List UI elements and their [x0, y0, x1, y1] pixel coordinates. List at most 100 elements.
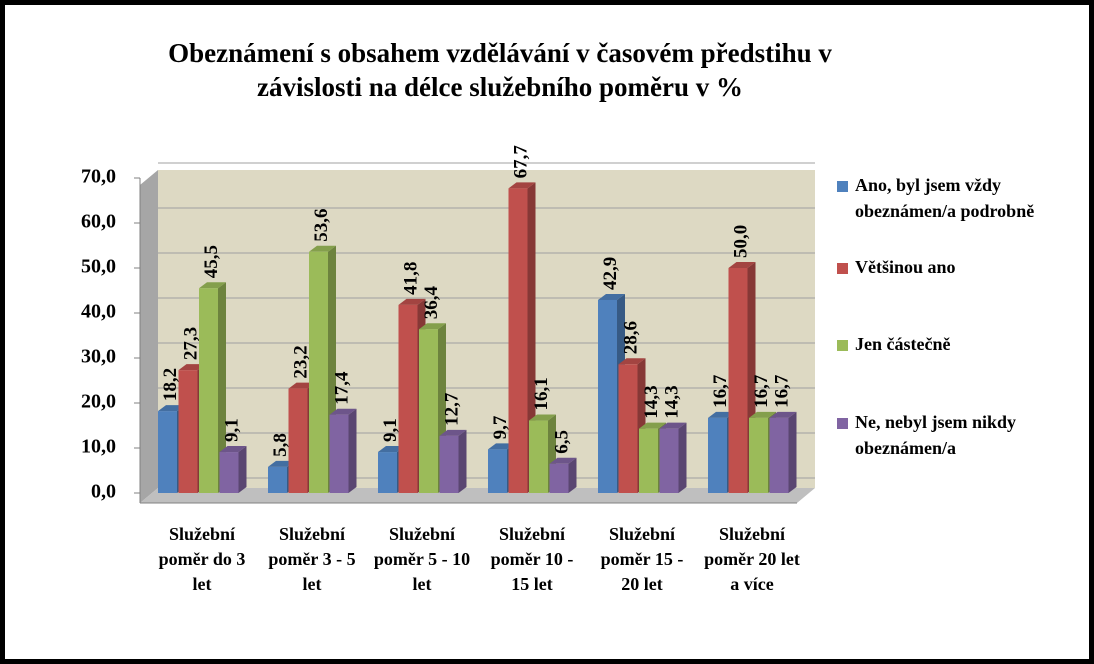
- bar-top: [199, 282, 226, 289]
- bar: [749, 417, 768, 493]
- bar: [708, 417, 727, 493]
- bar-top: [419, 323, 446, 330]
- y-tick-label: 20,0: [81, 391, 116, 413]
- legend-swatch: [837, 340, 848, 351]
- bar-side: [788, 411, 797, 493]
- bar: [419, 329, 438, 493]
- bar: [268, 466, 287, 493]
- bar-top: [178, 364, 206, 371]
- bar-top: [659, 422, 687, 429]
- value-label: 41,8: [400, 262, 421, 295]
- value-label: 28,6: [620, 321, 641, 354]
- value-label: 16,7: [710, 374, 731, 408]
- value-label: 27,3: [180, 327, 201, 360]
- bar-side: [568, 457, 577, 493]
- bar-top: [309, 245, 336, 252]
- legend-swatch: [837, 263, 848, 274]
- back-wall: [158, 170, 815, 488]
- bar-top: [728, 262, 756, 268]
- y-tick-label: 70,0: [81, 166, 116, 188]
- bar: [529, 420, 548, 493]
- bar: [219, 452, 239, 493]
- value-label: 14,3: [641, 385, 662, 418]
- value-label: 9,1: [221, 418, 242, 442]
- bar-top: [769, 411, 797, 418]
- value-label: 16,1: [531, 377, 552, 410]
- bar: [769, 417, 789, 493]
- bar-top: [398, 298, 426, 305]
- bar-top: [439, 429, 467, 436]
- bar: [158, 411, 177, 493]
- bar-side: [348, 408, 357, 493]
- value-label: 6,5: [551, 430, 572, 454]
- y-tick-label: 10,0: [81, 436, 116, 458]
- chart-title: Obeznámení s obsahem vzdělávání v časové…: [168, 38, 832, 102]
- legend-label: Jen částečně: [855, 334, 951, 354]
- y-tick-label: 40,0: [81, 301, 116, 323]
- bar: [199, 288, 218, 493]
- x-tick-label: Služební poměr 20 let a více: [704, 524, 800, 594]
- bar-top: [529, 414, 556, 421]
- side-wall: [140, 170, 158, 503]
- bar: [598, 299, 617, 493]
- y-tick-label: 0,0: [91, 481, 116, 503]
- value-label: 50,0: [730, 225, 751, 258]
- legend-label: Většinou ano: [855, 257, 956, 277]
- value-label: 67,7: [510, 145, 531, 179]
- bar-top: [598, 293, 625, 300]
- bar: [178, 370, 198, 493]
- bar: [288, 388, 308, 493]
- value-label: 23,2: [290, 345, 311, 378]
- bar-top: [708, 411, 735, 418]
- bar-top: [749, 411, 776, 418]
- bar: [488, 449, 507, 493]
- bar-side: [527, 182, 536, 493]
- bar: [659, 428, 679, 493]
- x-tick-label: Služební poměr 10 - 15 let: [490, 524, 574, 594]
- bar: [329, 414, 349, 493]
- bar-top: [618, 358, 646, 365]
- bar: [439, 435, 459, 493]
- bar-top: [268, 460, 295, 467]
- bar: [398, 304, 418, 493]
- legend-label: Ne, nebyl jsem nikdy obeznámen/a: [855, 412, 1017, 458]
- y-tick-label: 50,0: [81, 256, 116, 278]
- x-tick-label: Služební poměr 5 - 10 let: [373, 524, 471, 594]
- bar: [508, 188, 528, 493]
- value-label: 16,7: [751, 374, 772, 408]
- value-label: 5,8: [270, 433, 291, 457]
- legend-swatch: [837, 418, 848, 429]
- x-tick-label: Služební poměr do 3 let: [158, 524, 246, 594]
- bar-top: [488, 443, 515, 450]
- value-label: 16,7: [771, 374, 792, 408]
- value-label: 45,5: [201, 245, 222, 278]
- bar: [309, 251, 328, 493]
- bar-top: [288, 382, 316, 389]
- bar-side: [218, 282, 226, 493]
- value-label: 12,7: [441, 392, 462, 426]
- value-label: 42,9: [600, 257, 621, 290]
- bar-top: [639, 422, 666, 429]
- bar: [728, 268, 748, 493]
- legend-swatch: [837, 181, 848, 192]
- bar-top: [549, 457, 577, 464]
- value-label: 18,2: [160, 368, 181, 401]
- bar: [378, 452, 397, 493]
- bar-top: [219, 446, 247, 453]
- bar: [639, 428, 658, 493]
- value-label: 36,4: [421, 285, 442, 319]
- bar-side: [678, 422, 687, 493]
- bar-side: [238, 446, 247, 493]
- y-tick-label: 60,0: [81, 211, 116, 233]
- legend-label: Ano, byl jsem vždy obeznámen/a podrobně: [855, 175, 1035, 221]
- bar: [549, 463, 569, 493]
- value-label: 9,1: [380, 418, 401, 442]
- value-label: 53,6: [311, 209, 332, 242]
- x-tick-label: Služební poměr 3 - 5 let: [268, 524, 356, 594]
- value-label: 14,3: [661, 385, 682, 418]
- bar-top: [378, 446, 405, 453]
- value-label: 9,7: [490, 415, 511, 439]
- x-tick-label: Služební poměr 15 - 20 let: [600, 524, 684, 594]
